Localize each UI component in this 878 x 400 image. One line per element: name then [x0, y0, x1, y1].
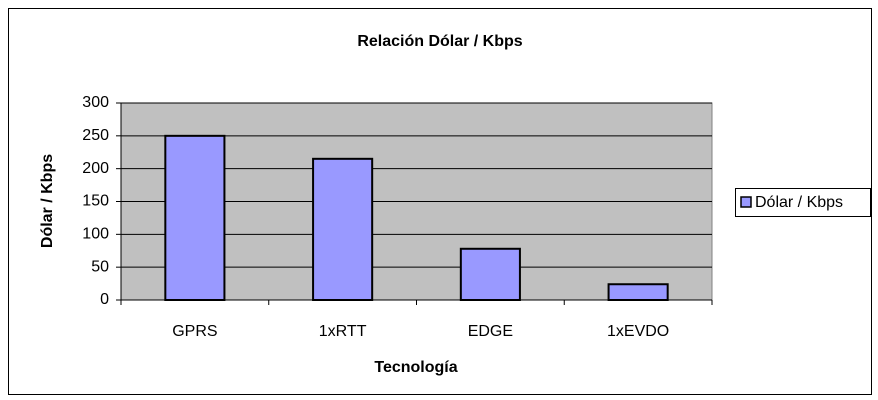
x-tick-label: GPRS — [172, 323, 217, 340]
y-tick-label: 100 — [82, 226, 109, 243]
bar — [607, 283, 669, 301]
y-axis-label: Dólar / Kbps — [39, 154, 56, 248]
bar — [312, 157, 374, 301]
y-tick-label: 300 — [82, 94, 109, 111]
y-tick-label: 50 — [91, 258, 109, 275]
legend-swatch — [740, 196, 752, 208]
x-axis-label: Tecnología — [374, 359, 457, 376]
legend-box — [735, 188, 871, 217]
x-tick-label: 1xRTT — [319, 323, 367, 340]
bar — [459, 247, 521, 301]
x-tick-label: EDGE — [468, 323, 513, 340]
legend-label: Dólar / Kbps — [755, 194, 843, 211]
y-tick-label: 250 — [82, 127, 109, 144]
chart-title: Relación Dólar / Kbps — [357, 33, 522, 50]
y-tick-label: 0 — [100, 291, 109, 308]
y-tick-label: 200 — [82, 160, 109, 177]
bar — [164, 134, 226, 301]
x-tick-label: 1xEVDO — [607, 323, 669, 340]
y-tick-label: 150 — [82, 193, 109, 210]
